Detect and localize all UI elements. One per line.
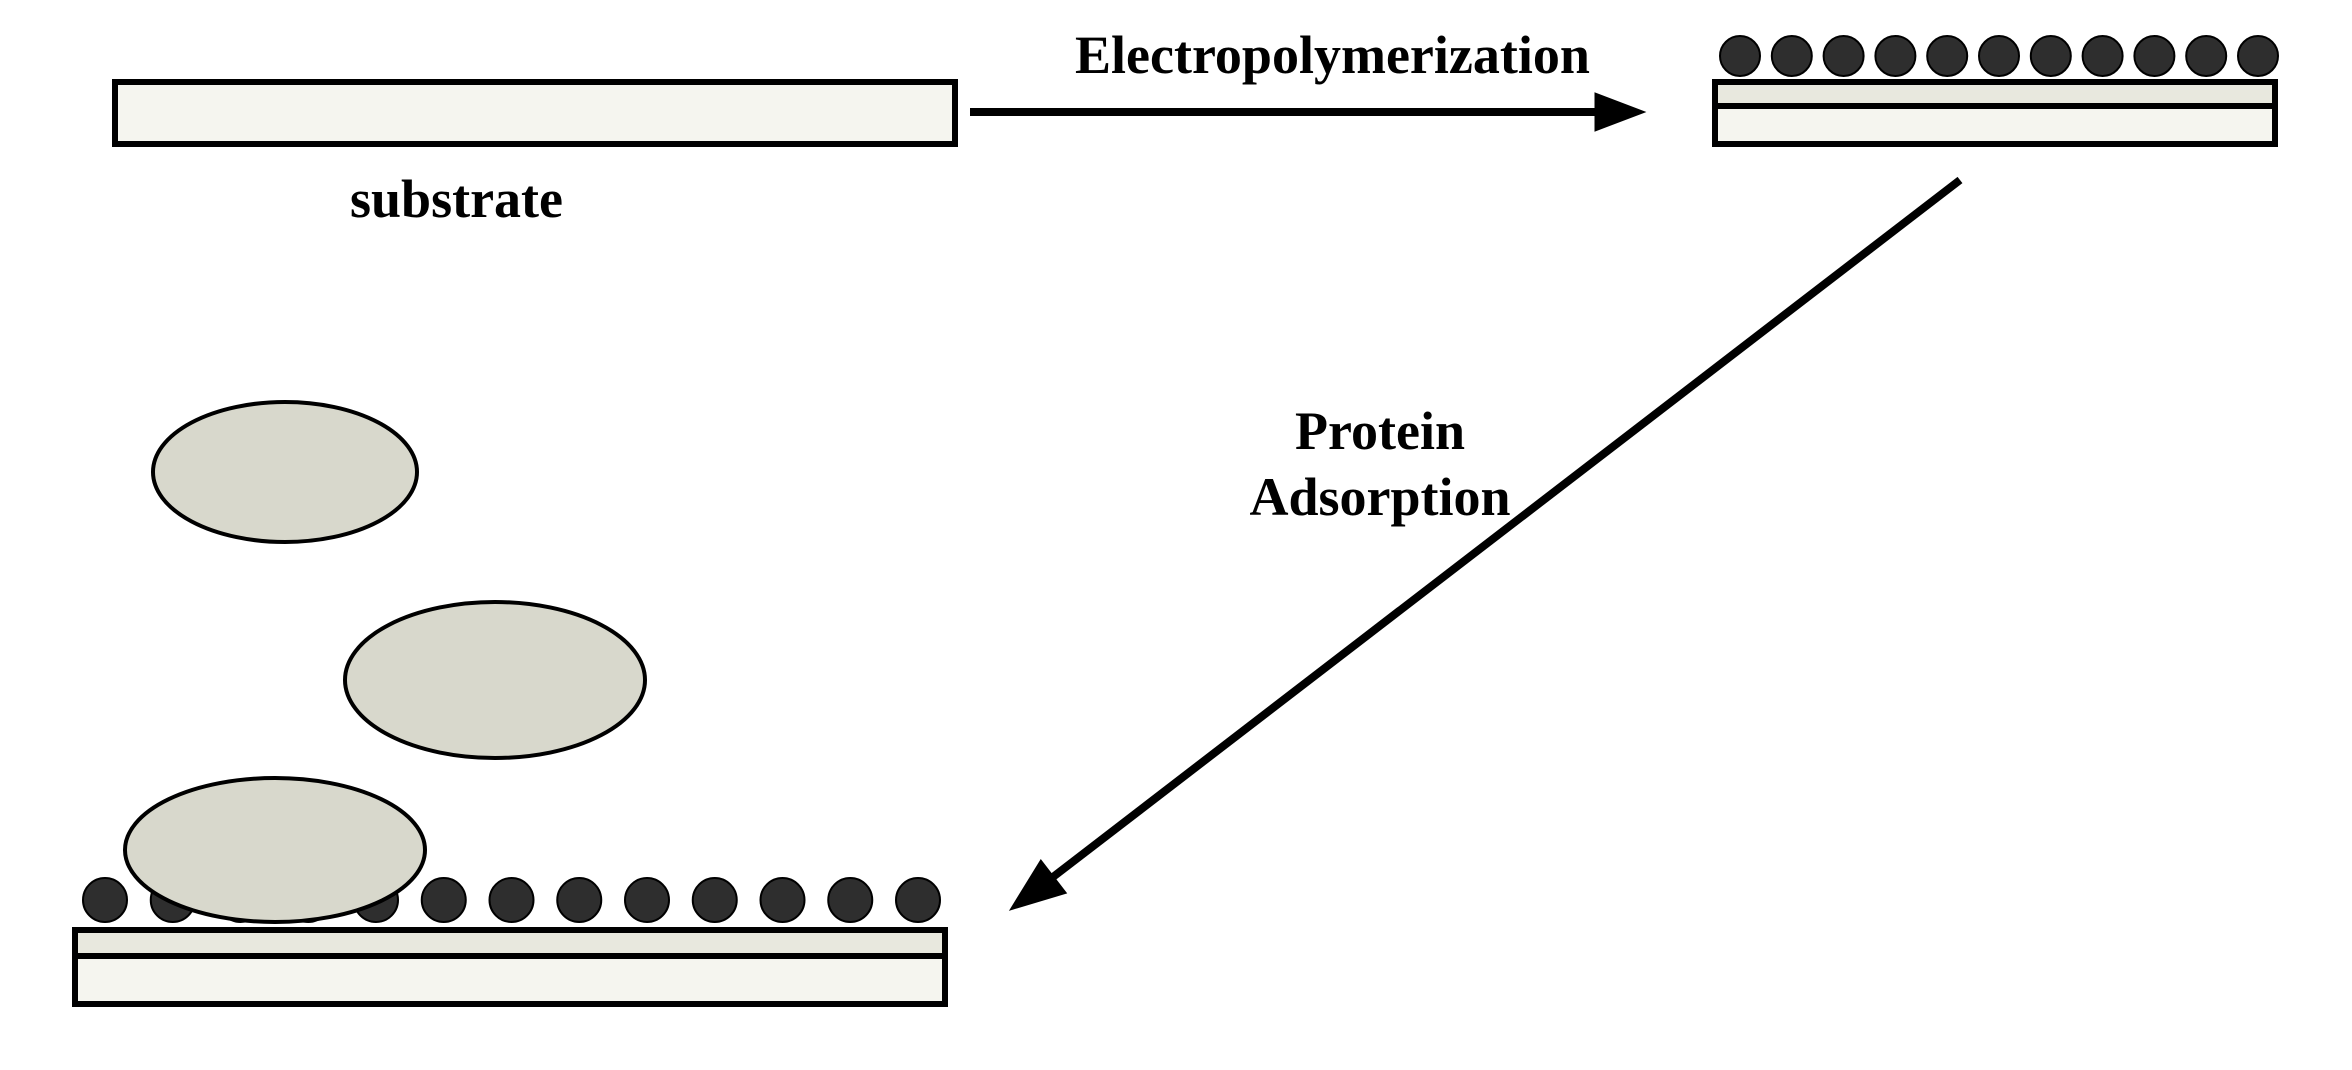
substrate-coated-bottom-dot — [896, 878, 940, 922]
substrate-coated-bottom-dot — [490, 878, 534, 922]
protein-ellipse-2 — [125, 778, 425, 922]
label-protein-line1: Protein — [1230, 400, 1530, 462]
substrate-coated-right-dot — [1875, 36, 1915, 76]
substrate-coated-bottom-dot — [761, 878, 805, 922]
substrate-coated-right-dot — [1979, 36, 2019, 76]
substrate-coated-right-dot — [2134, 36, 2174, 76]
substrate-coated-bottom-dot — [422, 878, 466, 922]
arrow-electropolymerization-head — [1595, 93, 1645, 131]
protein-ellipse-0 — [153, 402, 417, 542]
label-substrate: substrate — [350, 168, 563, 230]
protein-ellipse-1 — [345, 602, 645, 758]
substrate-coated-right-dot — [1927, 36, 1967, 76]
substrate-left-base — [115, 82, 955, 144]
arrow-protein-adsorption-head — [1010, 860, 1066, 910]
substrate-coated-right-dot — [2238, 36, 2278, 76]
substrate-coated-bottom-dot — [625, 878, 669, 922]
substrate-coated-right-dot — [1720, 36, 1760, 76]
label-protein-line2: Adsorption — [1195, 466, 1565, 528]
substrate-coated-bottom-dot — [83, 878, 127, 922]
substrate-coated-right-dot — [2083, 36, 2123, 76]
substrate-coated-right-dot — [2186, 36, 2226, 76]
substrate-coated-right-dot — [1824, 36, 1864, 76]
substrate-coated-bottom-dot — [828, 878, 872, 922]
substrate-coated-bottom-dot — [557, 878, 601, 922]
substrate-coated-bottom-layer — [75, 930, 945, 956]
substrate-coated-bottom-dot — [693, 878, 737, 922]
substrate-coated-right-dot — [2031, 36, 2071, 76]
label-electropolymerization: Electropolymerization — [1075, 24, 1590, 86]
arrow-protein-adsorption-shaft — [1054, 180, 1960, 876]
substrate-coated-right-dot — [1772, 36, 1812, 76]
substrate-coated-right-layer — [1715, 82, 2275, 106]
